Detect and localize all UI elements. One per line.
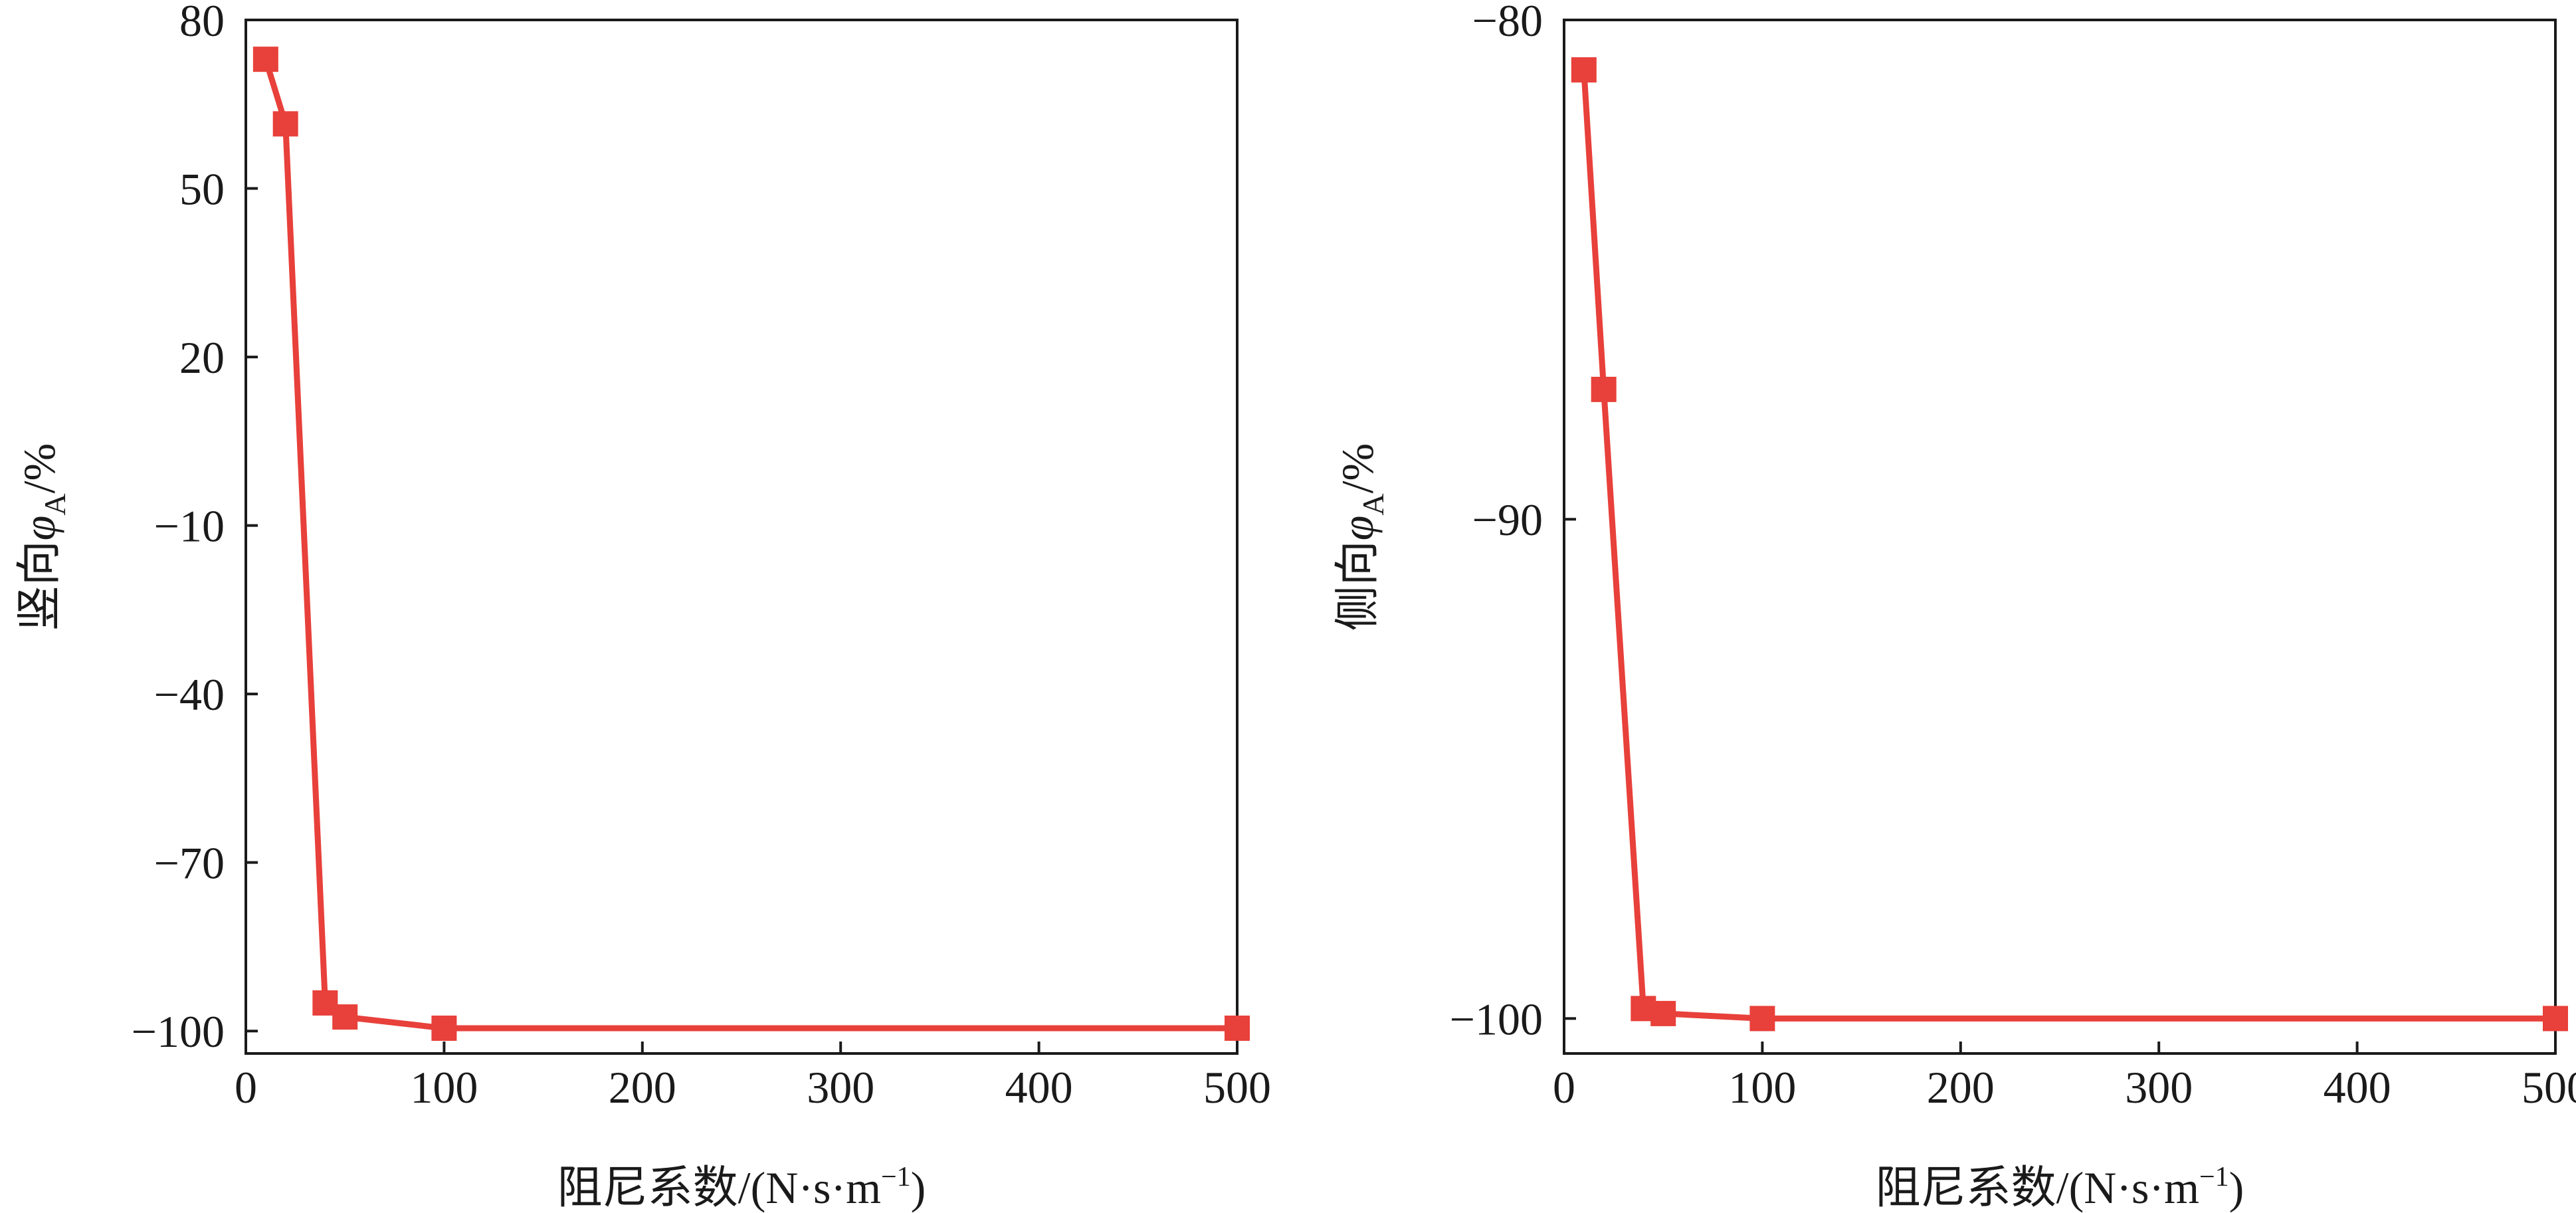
x-tick-label: 100 bbox=[410, 1062, 478, 1113]
chart-vertical-phi: 80 50 20 −10 −40 −70 −100 0 100 200 300 400 500 竖向φ… bbox=[14, 0, 1271, 1213]
data-point-marker bbox=[332, 1004, 358, 1030]
series-line bbox=[1581, 69, 2555, 1022]
tick-marks bbox=[245, 19, 1238, 1053]
data-point-marker bbox=[1591, 376, 1617, 402]
plot-frame bbox=[245, 19, 1238, 1055]
plot-frame bbox=[1563, 19, 2557, 1055]
x-tick-label: 300 bbox=[807, 1062, 874, 1113]
y-tick-label: −10 bbox=[154, 501, 225, 552]
y-tick-label: −100 bbox=[132, 1006, 225, 1057]
chart-lateral-phi: −80 −90 −100 0 100 200 300 400 500 侧向φA/% 阻尼系数/… bbox=[1332, 0, 2576, 1213]
y-tick-labels: −80 −90 −100 bbox=[1450, 0, 1543, 1044]
y-tick-label: −70 bbox=[154, 838, 225, 889]
tick-marks bbox=[1563, 19, 2557, 1053]
y-axis-title: 侧向φA/% bbox=[1332, 443, 1390, 631]
data-point-marker bbox=[2543, 1006, 2568, 1032]
y-tick-labels: 80 50 20 −10 −40 −70 −100 bbox=[132, 0, 225, 1057]
x-tick-label: 400 bbox=[1005, 1062, 1073, 1113]
y-tick-label: −40 bbox=[154, 669, 225, 720]
x-tick-label: 500 bbox=[1203, 1062, 1271, 1113]
data-point-marker bbox=[272, 111, 298, 137]
data-point-marker bbox=[1650, 1000, 1676, 1026]
data-point-marker bbox=[431, 1015, 457, 1041]
data-point-marker bbox=[1225, 1015, 1250, 1041]
y-tick-label: −80 bbox=[1472, 0, 1543, 46]
x-axis-title: 阻尼系数/(N·s·m−1) bbox=[557, 1162, 926, 1213]
x-tick-labels: 0 100 200 300 400 500 bbox=[1553, 1062, 2576, 1113]
data-point-marker bbox=[1749, 1006, 1775, 1032]
x-tick-label: 200 bbox=[609, 1062, 676, 1113]
series-group bbox=[252, 47, 1250, 1041]
x-axis-title: 阻尼系数/(N·s·m−1) bbox=[1876, 1162, 2244, 1213]
y-tick-label: 50 bbox=[179, 164, 225, 215]
x-tick-label: 200 bbox=[1927, 1062, 1995, 1113]
series-group bbox=[1571, 57, 2568, 1032]
y-tick-label: −100 bbox=[1450, 994, 1543, 1044]
x-tick-labels: 0 100 200 300 400 500 bbox=[235, 1062, 1271, 1113]
x-tick-label: 500 bbox=[2522, 1062, 2576, 1113]
data-point-marker bbox=[252, 47, 278, 72]
y-tick-label: 80 bbox=[179, 0, 225, 46]
x-tick-label: 400 bbox=[2324, 1062, 2391, 1113]
y-axis-title: 竖向φA/% bbox=[14, 443, 72, 631]
y-tick-label: −90 bbox=[1472, 495, 1543, 545]
data-point-marker bbox=[1571, 57, 1597, 83]
x-tick-label: 0 bbox=[235, 1062, 257, 1113]
x-tick-label: 300 bbox=[2125, 1062, 2193, 1113]
series-line bbox=[262, 58, 1237, 1032]
y-tick-label: 20 bbox=[179, 332, 225, 383]
x-tick-label: 100 bbox=[1728, 1062, 1796, 1113]
x-tick-label: 0 bbox=[1553, 1062, 1575, 1113]
